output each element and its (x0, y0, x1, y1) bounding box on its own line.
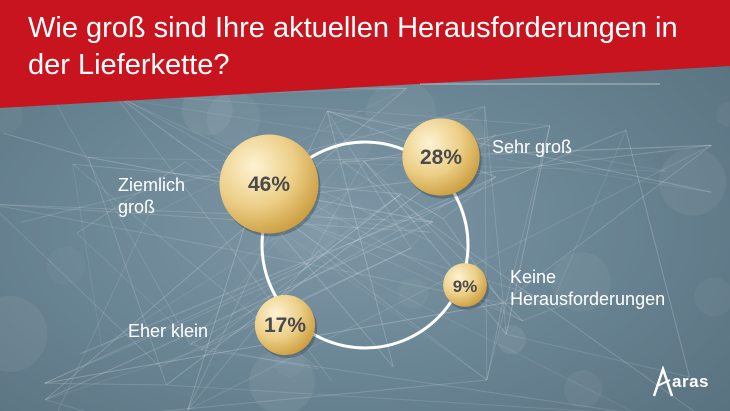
network-line (57, 215, 149, 411)
network-line (327, 231, 554, 302)
value-label-sehr-gross: 28% (420, 146, 462, 169)
network-line (317, 250, 488, 381)
network-line (46, 87, 191, 345)
network-line (76, 232, 202, 350)
network-line (190, 193, 402, 345)
bokeh-dot (397, 277, 429, 309)
bokeh-dot (551, 252, 611, 312)
bubble-sehr-gross (402, 118, 480, 196)
bokeh-dot (658, 148, 727, 216)
network-line (159, 379, 487, 411)
network-line (45, 349, 202, 401)
network-line (45, 399, 86, 411)
bubble-ziemlich-gross (219, 134, 319, 234)
category-label-eher-klein: Eher klein (128, 321, 209, 341)
logo-wordmark: aras (672, 372, 709, 391)
network-line (166, 384, 596, 411)
value-label-ziemlich-gross: 46% (248, 173, 290, 196)
network-line (45, 87, 407, 400)
network-line (326, 110, 394, 367)
network-line (303, 160, 365, 271)
network-line (200, 193, 402, 350)
network-line (87, 157, 167, 386)
network-line (363, 160, 507, 335)
network-line (47, 86, 712, 193)
bokeh-dot (694, 277, 730, 317)
network-line (0, 204, 433, 223)
network-line (442, 176, 496, 219)
bokeh-dot (249, 349, 315, 411)
value-label-keine: 9% (453, 277, 478, 296)
network-line (442, 218, 503, 304)
network-line (484, 106, 507, 335)
connector-ring (260, 140, 470, 350)
chart-title: Wie groß sind Ihre aktuellen Herausforde… (28, 12, 678, 81)
category-label-sehr-gross: Sehr groß (492, 137, 573, 157)
network-line (190, 344, 319, 370)
network-line (363, 160, 523, 322)
network-line (252, 144, 712, 202)
network-line (486, 303, 504, 381)
network-line (486, 125, 551, 381)
network-line (625, 130, 690, 377)
network-line (327, 110, 712, 193)
bokeh-dot (181, 84, 233, 136)
network-line (79, 129, 627, 355)
network-line (326, 110, 412, 249)
title-banner (0, 0, 730, 108)
network-line (44, 269, 304, 384)
network-line (0, 212, 161, 367)
network-line (44, 176, 496, 384)
bokeh-dot (716, 101, 730, 127)
network-line (44, 382, 167, 386)
network-line (0, 205, 358, 274)
network-line (552, 130, 627, 302)
network-line (45, 221, 434, 401)
bokeh-dot (206, 91, 261, 146)
bubble-keine (443, 263, 487, 307)
network-line (0, 204, 431, 233)
network-line (484, 106, 488, 381)
network-line (72, 164, 103, 347)
network-line (303, 193, 402, 271)
network-line (505, 125, 551, 335)
network-line (357, 273, 633, 411)
value-label-eher-klein: 17% (264, 314, 306, 337)
bokeh-dot (0, 295, 48, 372)
aras-a-icon (652, 366, 674, 397)
network-line (400, 193, 444, 220)
network-line (317, 193, 402, 252)
network-line (3, 132, 89, 158)
category-label-keine: Keine Herausforderungen (510, 267, 666, 309)
network-line (342, 161, 695, 411)
network-line (113, 92, 550, 126)
network-line (76, 161, 186, 234)
bokeh-dot (497, 325, 527, 355)
network-line (200, 247, 412, 350)
network-line (502, 300, 554, 304)
network-line (187, 200, 253, 411)
bubble-eher-klein (254, 294, 316, 356)
aras-logo: aras (652, 366, 722, 400)
network-line (88, 156, 667, 172)
network-line (190, 176, 496, 345)
network-line (327, 110, 667, 172)
network-line (502, 144, 712, 304)
network-line (506, 333, 690, 378)
network-line (323, 144, 712, 161)
network-line (522, 304, 562, 322)
bubbles-layer: 46% 28% 9% 17% (219, 118, 489, 359)
network-line (201, 349, 620, 411)
network-line (502, 302, 562, 306)
network-line (187, 250, 319, 411)
category-label-ziemlich-gross: Ziemlich groß (118, 175, 186, 217)
bokeh-dot (564, 370, 602, 409)
